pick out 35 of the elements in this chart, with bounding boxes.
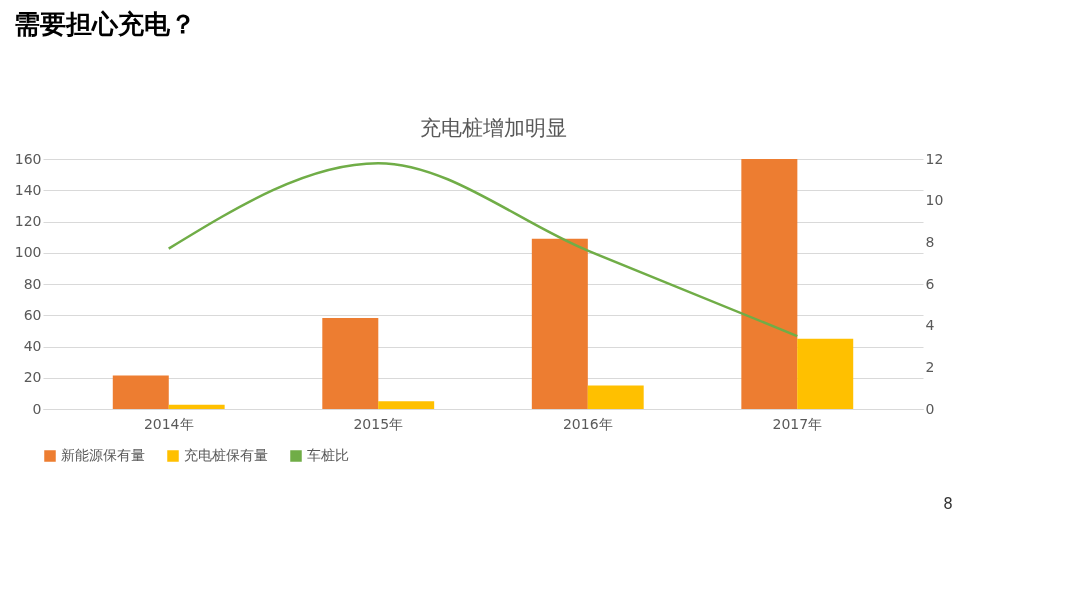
bar [112,375,169,409]
text: 8 [943,495,953,513]
y2-tick-label: 8 [925,233,935,250]
y-tick-label: 100 [14,244,42,261]
legend-label: 车桩比 [307,447,349,463]
y-tick-label: 20 [23,369,42,386]
y2-tick-label: 0 [925,400,935,417]
bar [378,401,435,409]
legend-label: 充电桩保有量 [184,447,268,463]
y-tick-label: 80 [23,275,42,292]
x-tick-label: 2016年 [562,415,613,432]
y-tick-label: 160 [14,150,42,167]
x-tick-label: 2017年 [772,415,823,432]
bar [797,338,854,409]
chart-subtitle: 充电桩增加明显 [419,116,567,140]
x-tick-label: 2015年 [353,415,404,432]
y2-tick-label: 10 [925,192,944,209]
y2-tick-label: 2 [925,358,935,375]
y-tick-label: 40 [23,338,42,354]
bar [531,238,588,409]
line-series [167,161,799,338]
y-tick-label: 0 [32,400,42,417]
bar [322,317,379,409]
bar [587,385,644,409]
legend-label: 新能源保有量 [61,447,145,463]
y2-tick-label: 4 [925,317,935,334]
bar [741,159,798,409]
y2-tick-label: 12 [925,150,944,167]
y-tick-label: 120 [14,213,42,229]
bar [168,404,225,409]
chart-title: 需要担心充电？ [14,9,197,39]
y-tick-label: 140 [14,181,42,198]
y-tick-label: 60 [23,306,42,323]
x-tick-label: 2014年 [143,415,194,432]
y2-tick-label: 6 [925,275,935,292]
